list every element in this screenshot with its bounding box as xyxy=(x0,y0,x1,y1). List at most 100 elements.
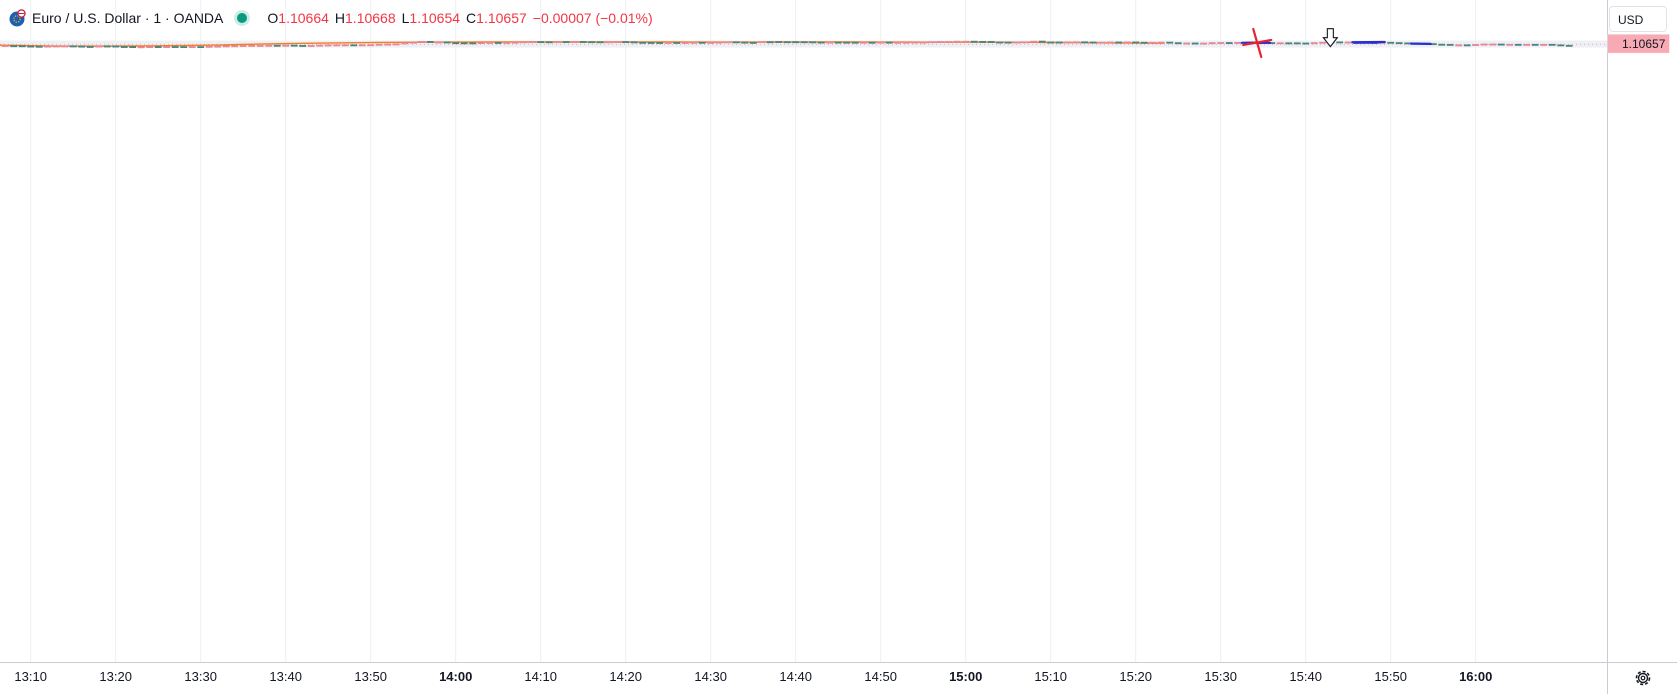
candle-body xyxy=(368,45,374,46)
candle-body xyxy=(1303,43,1309,44)
candle-body xyxy=(1167,42,1173,43)
candle-body xyxy=(495,42,501,43)
candle-down xyxy=(886,42,892,43)
candle-body xyxy=(954,41,960,42)
candle-body xyxy=(342,45,348,46)
candle-body xyxy=(427,41,433,42)
candle-body xyxy=(164,47,170,48)
candle-down xyxy=(1141,42,1147,43)
candle-body xyxy=(1473,45,1479,46)
candle-up xyxy=(223,46,229,47)
x-tick-label: 14:50 xyxy=(864,669,897,684)
candle-down xyxy=(801,42,807,43)
candle-body xyxy=(19,46,25,47)
candle-body xyxy=(104,46,110,47)
candle-up xyxy=(1218,42,1224,43)
candle-body xyxy=(1201,43,1207,44)
candle-down xyxy=(274,45,280,46)
symbol-title[interactable]: Euro / U.S. Dollar · 1 · OANDA xyxy=(32,10,223,26)
candle-body xyxy=(529,42,535,43)
candle-down xyxy=(835,42,841,43)
candle-body xyxy=(62,46,68,47)
candle-body xyxy=(53,46,59,47)
candle-body xyxy=(1235,42,1241,43)
candle-body xyxy=(130,47,136,48)
close-value: 1.10657 xyxy=(476,10,527,26)
candle-body xyxy=(725,42,731,43)
candle-up xyxy=(1065,42,1071,43)
candle-body xyxy=(351,45,357,46)
candle-body xyxy=(1558,45,1564,46)
candle-down xyxy=(1048,42,1054,43)
currency-selector[interactable]: USD xyxy=(1609,6,1667,32)
candle-up xyxy=(436,41,442,43)
candle-up xyxy=(1320,42,1326,43)
candle-body xyxy=(1184,43,1190,44)
candle-up xyxy=(393,44,399,45)
candle-body xyxy=(810,42,816,43)
candle-down xyxy=(28,46,34,47)
candle-down xyxy=(1396,43,1402,44)
candle-body xyxy=(597,42,603,43)
candle-body xyxy=(1014,42,1020,43)
gear-icon[interactable] xyxy=(1633,668,1653,688)
candle-body xyxy=(28,46,34,47)
candle-up xyxy=(283,45,289,46)
candle-down xyxy=(113,46,119,47)
candle-down xyxy=(1175,43,1181,44)
candle-body xyxy=(325,45,331,46)
candle-body xyxy=(733,42,739,43)
candle-up xyxy=(920,42,926,43)
open-label: O xyxy=(267,10,278,26)
candle-up xyxy=(903,42,909,43)
candle-up xyxy=(240,45,246,46)
candle-body xyxy=(818,42,824,43)
candle-up xyxy=(376,44,382,45)
candle-down xyxy=(1388,42,1394,43)
candle-up xyxy=(614,42,620,43)
candle-up xyxy=(682,42,688,43)
candle-down xyxy=(104,46,110,47)
candle-up xyxy=(929,42,935,43)
candle-body xyxy=(1311,43,1317,44)
candle-body xyxy=(1549,44,1555,45)
candle-body xyxy=(1507,44,1513,45)
candle-body xyxy=(1073,42,1079,43)
candle-up xyxy=(487,42,493,43)
candle-down xyxy=(1082,42,1088,43)
candle-body xyxy=(291,45,297,46)
candle-body xyxy=(580,42,586,43)
candle-body xyxy=(776,42,782,43)
candle-up xyxy=(1507,44,1513,45)
candle-down xyxy=(1167,42,1173,43)
candle-down xyxy=(453,43,459,44)
candle-down xyxy=(36,46,42,47)
candle-down xyxy=(291,45,297,46)
candle-up xyxy=(1031,41,1037,42)
candle-body xyxy=(912,42,918,43)
candle-body xyxy=(1218,43,1224,44)
candle-up xyxy=(1022,42,1028,43)
candle-down xyxy=(869,42,875,43)
candle-body xyxy=(240,46,246,47)
candle-down xyxy=(300,45,306,46)
candle-body xyxy=(1515,44,1521,45)
candle-body xyxy=(1158,42,1164,43)
candle-body xyxy=(470,43,476,44)
candle-down xyxy=(1039,41,1045,42)
candle-body xyxy=(1192,43,1198,44)
x-tick-label: 13:40 xyxy=(269,669,302,684)
candle-body xyxy=(946,42,952,43)
candle-up xyxy=(1150,42,1156,43)
candle-up xyxy=(1099,42,1105,43)
candle-down xyxy=(776,42,782,43)
candle-down xyxy=(79,46,85,47)
candle-body xyxy=(835,42,841,43)
candle-up xyxy=(2,45,8,46)
open-value: 1.10664 xyxy=(278,10,329,26)
candle-up xyxy=(164,47,170,48)
candle-down xyxy=(495,42,501,43)
